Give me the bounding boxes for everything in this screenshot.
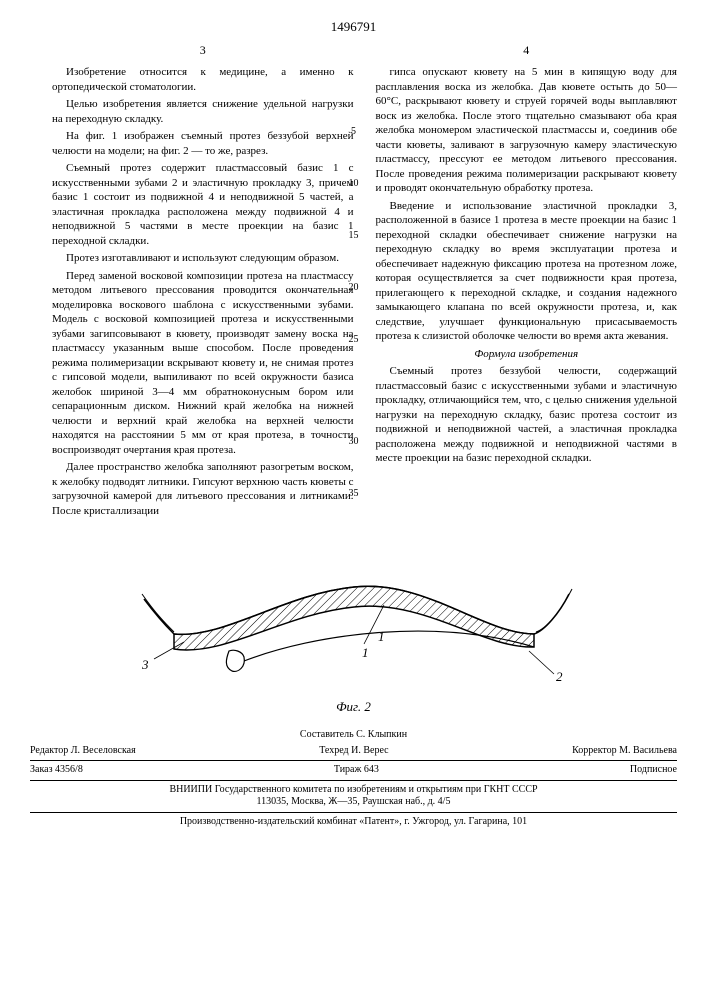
body-paragraph: Целью изобретения является снижение удел… — [52, 97, 354, 126]
techred: Техред И. Верес — [319, 745, 388, 758]
line-number: 5 — [344, 125, 364, 138]
body-paragraph: Съемный протез содержит пластмассовый ба… — [52, 161, 354, 248]
svg-text:2: 2 — [556, 669, 563, 684]
corrector: Корректор М. Васильева — [572, 745, 677, 758]
text-columns: 5 10 15 20 25 30 35 3 Изобретение относится к … — [30, 43, 677, 521]
svg-text:1: 1 — [362, 645, 369, 660]
podpisnoe: Подписное — [630, 764, 677, 777]
line-number: 35 — [344, 487, 364, 500]
body-paragraph: гипса опускают кювету на 5 мин в кипящую… — [376, 65, 678, 196]
figure-caption: Фиг. 2 — [30, 698, 677, 715]
formula-text: Съемный протез беззубой челюсти, содержа… — [376, 364, 678, 466]
figure-2: 11 2 3 Фиг. 2 — [30, 539, 677, 715]
body-paragraph: Перед заменой восковой композиции протез… — [52, 269, 354, 458]
svg-text:1: 1 — [378, 629, 385, 644]
compiler: Составитель С. Клыпкин — [30, 729, 677, 742]
line-number: 25 — [344, 333, 364, 346]
svg-text:3: 3 — [141, 657, 149, 672]
line-number: 15 — [344, 229, 364, 242]
editor: Редактор Л. Веселовская — [30, 745, 136, 758]
figure-svg: 11 2 3 — [134, 539, 574, 689]
org-line-1: ВНИИПИ Государственного комитета по изоб… — [30, 784, 677, 797]
body-paragraph: Протез изготавливают и используют следую… — [52, 251, 354, 266]
line-number: 20 — [344, 281, 364, 294]
line-number: 10 — [344, 177, 364, 190]
body-paragraph: Изобретение относится к медицине, а имен… — [52, 65, 354, 94]
body-paragraph: Введение и использование эластичной прок… — [376, 199, 678, 344]
order-number: Заказ 4356/8 — [30, 764, 83, 777]
org-addr: 113035, Москва, Ж—35, Раушская наб., д. … — [30, 796, 677, 809]
left-page-number: 3 — [52, 43, 354, 59]
formula-title: Формула изобретения — [376, 347, 678, 362]
tirazh: Тираж 643 — [334, 764, 379, 777]
line-number: 30 — [344, 435, 364, 448]
left-column: 3 Изобретение относится к медицине, а им… — [52, 43, 354, 521]
right-page-number: 4 — [376, 43, 678, 59]
document-number: 1496791 — [30, 18, 677, 35]
body-paragraph: На фиг. 1 изображен съемный протез беззу… — [52, 129, 354, 158]
right-column: 4 гипса опускают кювету на 5 мин в кипящ… — [376, 43, 678, 521]
body-paragraph: Далее пространство желобка заполняют раз… — [52, 460, 354, 518]
org-line-2: Производственно-издательский комбинат «П… — [30, 816, 677, 829]
credits-block: Составитель С. Клыпкин Редактор Л. Весел… — [30, 729, 677, 828]
